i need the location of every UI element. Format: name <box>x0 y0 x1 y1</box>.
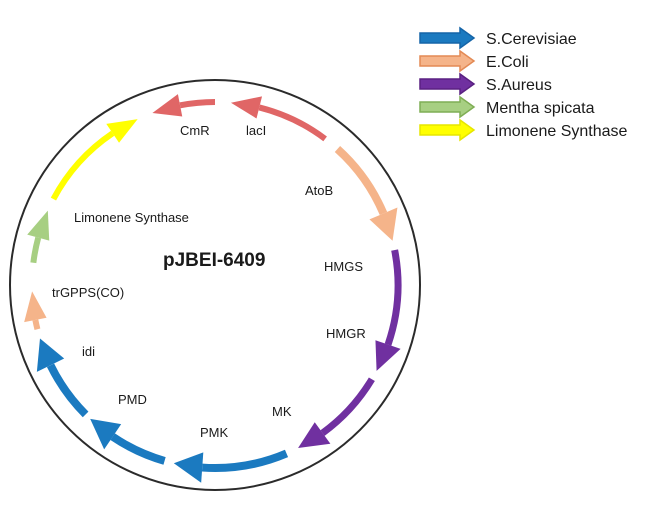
gene-arrowhead-pmk <box>90 418 122 450</box>
gene-arc-hmgs <box>384 249 402 346</box>
gene-arc-mk <box>201 449 289 472</box>
gene-label-cmr: CmR <box>180 123 210 138</box>
gene-label-hmgr: HMGR <box>326 326 366 341</box>
gene-arc-cmr <box>179 99 216 109</box>
gene-arc-pmk <box>110 433 166 465</box>
gene-arrowhead-mk <box>173 452 204 483</box>
arrow-icon-green <box>419 95 476 119</box>
legend-label: S.Aureus <box>486 77 552 94</box>
gene-label-mk: MK <box>272 404 292 419</box>
legend-label: Mentha spicata <box>486 100 595 117</box>
gene-arrowhead-trgpps <box>27 210 50 241</box>
gene-arrowhead-atob <box>369 207 398 241</box>
gene-arrowhead-cmr <box>152 94 183 117</box>
gene-label-pmd: PMD <box>118 392 147 407</box>
arrow-icon-purple <box>419 72 476 96</box>
plasmid-name: pJBEI-6409 <box>163 250 265 271</box>
legend-label: E.Coli <box>486 54 529 71</box>
arrow-icon-yellow <box>419 118 476 142</box>
gene-label-laci: lacI <box>246 123 266 138</box>
gene-arrowhead-hmgs <box>375 340 401 371</box>
gene-arc-laci <box>258 104 327 142</box>
gene-arc-trgpps <box>30 236 42 264</box>
gene-arrowhead-hmgr <box>298 422 331 449</box>
gene-arrowhead-laci <box>230 96 263 119</box>
gene-arc-hmgr <box>320 377 375 436</box>
gene-label-trgpps: trGPPS(CO) <box>52 285 124 300</box>
gene-arrowhead-idi <box>24 291 47 323</box>
gene-arcs <box>24 94 402 483</box>
gene-arc-idi <box>32 319 41 330</box>
gene-arrowhead-pmd <box>36 338 65 372</box>
gene-arc-limonene-synthase <box>50 130 115 201</box>
legend-label: S.Cerevisiae <box>486 31 577 48</box>
plasmid-backbone <box>9 79 421 491</box>
arrow-icon-blue <box>419 26 476 50</box>
gene-label-hmgs: HMGS <box>324 259 363 274</box>
gene-label-idi: idi <box>82 344 95 359</box>
gene-arrowhead-limonene-synthase <box>106 119 138 143</box>
gene-arc-atob <box>334 146 388 216</box>
gene-arc-pmd <box>46 363 89 418</box>
gene-label-limonene-synthase: Limonene Synthase <box>74 210 189 225</box>
gene-label-atob: AtoB <box>305 183 333 198</box>
gene-label-pmk: PMK <box>200 425 229 440</box>
legend-label: Limonene Synthase <box>486 123 628 140</box>
arrow-icon-orange <box>419 49 476 73</box>
legend: S.Cerevisiae E.Coli S.Aureus Mentha spicata… <box>419 26 628 142</box>
